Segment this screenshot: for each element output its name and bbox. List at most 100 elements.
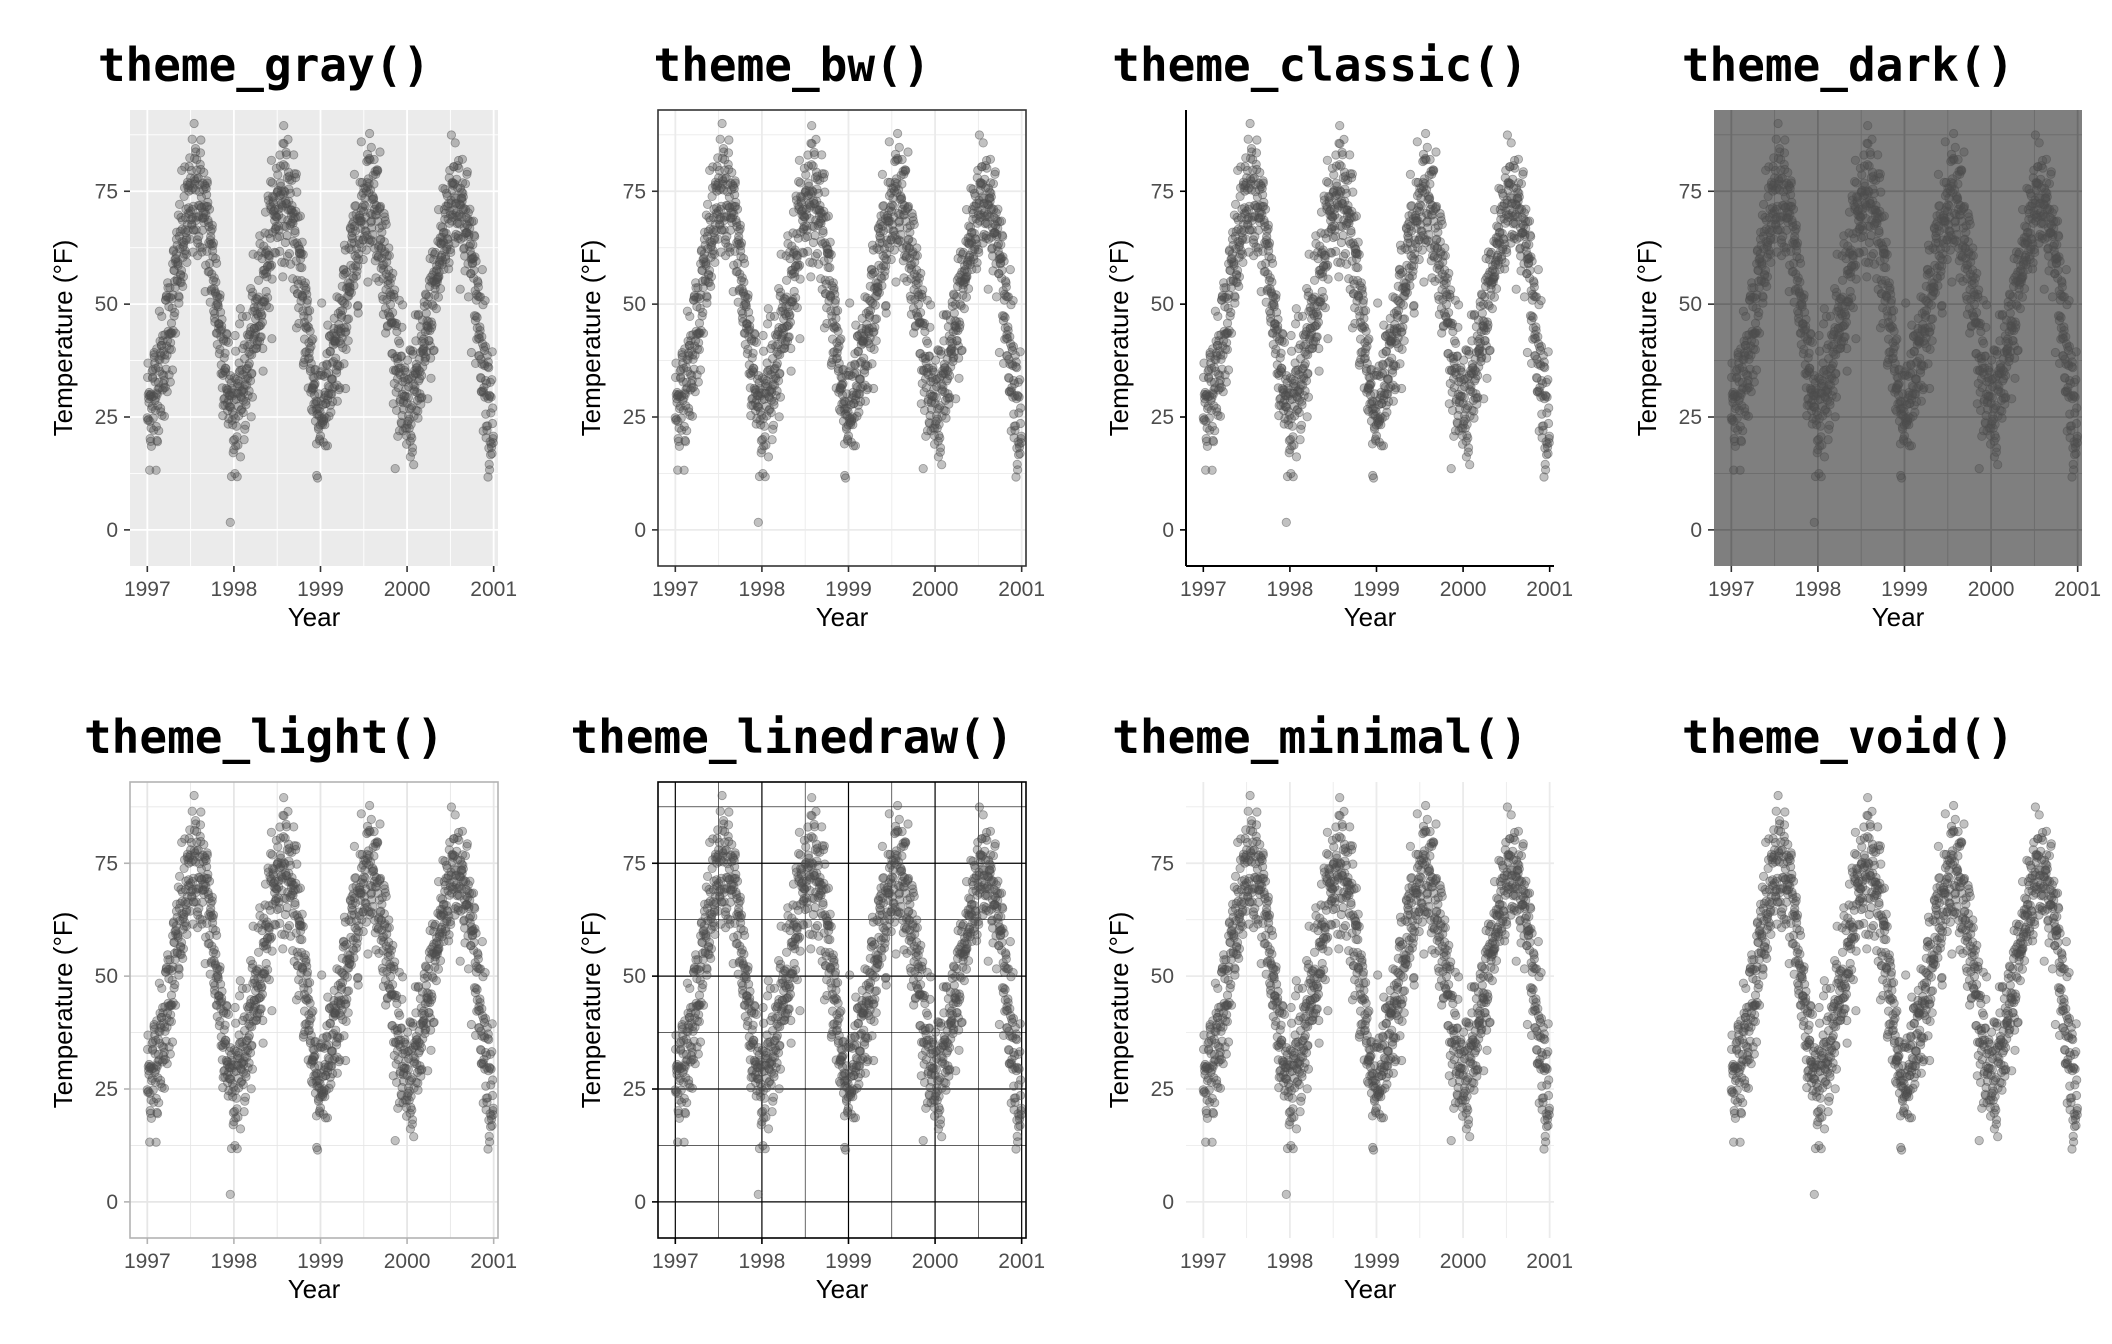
data-point (1373, 298, 1383, 308)
data-point (1269, 302, 1279, 312)
data-point (1368, 473, 1379, 483)
data-point (679, 465, 689, 475)
data-point (1754, 307, 1764, 318)
data-point (170, 307, 180, 318)
data-point (1301, 376, 1312, 386)
data-point (999, 311, 1009, 321)
data-point (279, 121, 289, 131)
data-point (1543, 347, 1553, 357)
data-point (1422, 142, 1432, 152)
data-point (997, 265, 1007, 275)
data-point (775, 392, 785, 402)
data-points (142, 118, 498, 528)
data-point (850, 441, 860, 451)
data-point (258, 366, 268, 376)
data-point (823, 211, 833, 221)
data-point (1334, 272, 1344, 282)
data-point (825, 262, 835, 273)
data-point (351, 271, 361, 281)
data-point (418, 362, 428, 372)
panel-bw: theme_bw() 1997 1998 1999 2000 2001 0 25 50 75 Yea… (528, 0, 1056, 672)
data-point (240, 420, 251, 430)
data-point (1443, 307, 1454, 318)
data-point (241, 311, 252, 321)
data-point (340, 383, 351, 394)
data-point (1347, 323, 1358, 333)
data-point (163, 278, 173, 288)
data-point (473, 282, 483, 292)
data-point (978, 138, 988, 148)
y-tick-label: 25 (95, 406, 118, 429)
data-point (217, 321, 227, 331)
data-point (390, 285, 400, 295)
data-point (806, 160, 817, 170)
data-point (426, 373, 436, 383)
data-point (1461, 452, 1471, 462)
data-point (891, 277, 901, 287)
data-point (1544, 403, 1554, 413)
data-point (304, 353, 314, 363)
panel-title: theme_gray() (97, 38, 431, 92)
x-tick-label: 2001 (998, 578, 1045, 601)
data-point (232, 472, 242, 482)
data-point (1383, 374, 1393, 384)
data-point (912, 243, 922, 253)
data-point (931, 392, 941, 403)
data-point (1322, 155, 1332, 165)
data-point (178, 272, 188, 282)
data-point (187, 134, 197, 144)
data-point (1286, 330, 1296, 341)
data-point (176, 270, 186, 280)
data-point (749, 363, 759, 374)
data-point (1222, 318, 1233, 328)
data-point (395, 338, 405, 348)
data-points (670, 118, 1026, 528)
data-point (1405, 281, 1415, 291)
data-point (807, 121, 817, 131)
data-point (1426, 243, 1436, 253)
data-point (877, 281, 887, 291)
data-point (918, 285, 928, 295)
data-point (1252, 192, 1262, 202)
data-point (221, 363, 231, 374)
data-point (1199, 358, 1209, 368)
data-point (1348, 187, 1358, 197)
data-point (441, 228, 451, 238)
data-point (251, 343, 261, 354)
data-point (713, 234, 723, 244)
data-point (388, 268, 398, 278)
data-point (813, 259, 824, 269)
data-point (761, 440, 771, 450)
data-point (884, 137, 894, 147)
data-point (1437, 219, 1447, 229)
data-point (173, 260, 183, 271)
data-point (188, 247, 198, 257)
data-point (1230, 292, 1240, 302)
data-point (869, 267, 880, 277)
data-point (350, 226, 360, 236)
data-point (450, 138, 460, 148)
data-point (405, 452, 415, 462)
data-point (1540, 362, 1550, 373)
data-point (760, 472, 770, 482)
data-point (1016, 431, 1026, 441)
data-point (1285, 373, 1295, 383)
data-point (954, 323, 965, 333)
data-point (1807, 337, 1817, 347)
data-point (177, 165, 187, 175)
data-point (946, 362, 956, 372)
data-point (426, 323, 437, 333)
data-point (1329, 170, 1339, 180)
data-point (284, 249, 294, 259)
data-point (1252, 135, 1262, 145)
y-tick-label: 75 (1151, 180, 1174, 203)
data-point (795, 178, 805, 188)
data-point (1340, 249, 1350, 259)
data-point (1341, 259, 1352, 269)
data-point (1310, 275, 1320, 285)
data-point (855, 374, 865, 384)
data-point (985, 154, 995, 164)
data-point (687, 411, 697, 421)
data-point (1746, 387, 1756, 397)
data-point (196, 135, 206, 145)
